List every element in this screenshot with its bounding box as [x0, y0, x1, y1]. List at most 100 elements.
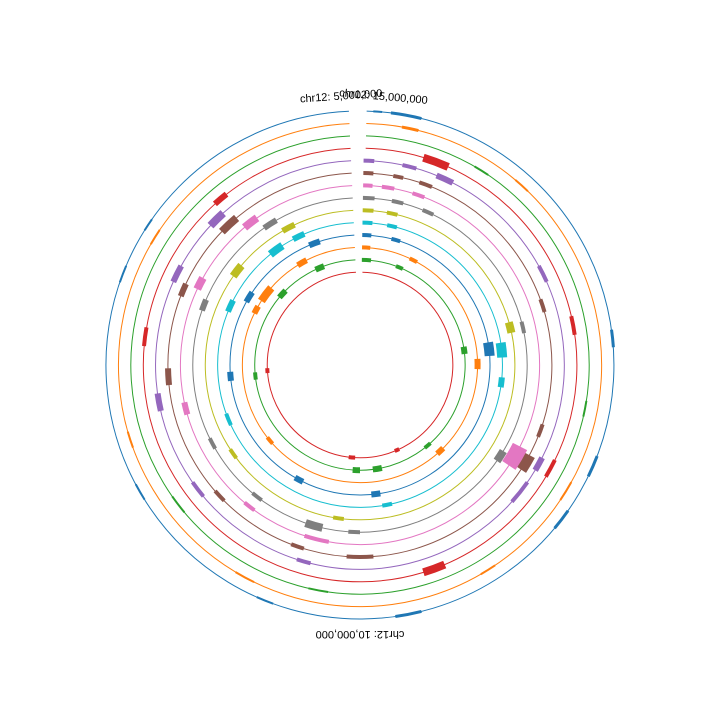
- track-1-feature-7: [256, 596, 274, 605]
- track-6-feature-6: [515, 452, 535, 473]
- track-1-feature-9: [118, 265, 128, 283]
- track-9-feature-3: [504, 321, 516, 334]
- track-1-feature-10: [143, 218, 153, 231]
- track-2-feature-5: [235, 571, 255, 584]
- track-8-feature-11: [262, 217, 278, 231]
- track-12-feature-2: [408, 256, 418, 264]
- track-8-feature-7: [304, 519, 324, 532]
- track-8-feature-10: [199, 298, 209, 312]
- track-11-feature-7: [243, 290, 255, 304]
- track-11-feature-2: [390, 236, 401, 244]
- track-3-feature-4: [171, 495, 186, 513]
- track-6-feature-8: [290, 542, 305, 551]
- track-5-feature-3: [435, 172, 455, 186]
- track-1-feature-2: [390, 111, 422, 120]
- track-3-feature-2: [582, 400, 588, 417]
- track-ring-4: [142, 147, 578, 583]
- track-5-feature-7: [296, 557, 312, 566]
- track-5-feature-2: [402, 163, 417, 171]
- track-2-feature-1: [401, 125, 419, 133]
- track-13-feature-8: [277, 288, 288, 300]
- track-5-feature-11: [207, 210, 226, 229]
- position-label-1: chr12: 5,000,000: [300, 88, 383, 106]
- track-2-feature-7: [149, 229, 161, 245]
- track-6-feature-5: [536, 423, 545, 438]
- track-ring-13: [254, 259, 466, 471]
- track-13-feature-7: [253, 372, 258, 380]
- track-ring-14: [266, 271, 454, 459]
- track-10-feature-8: [267, 242, 285, 258]
- track-8-feature-3: [421, 208, 435, 217]
- track-11-feature-5: [293, 474, 305, 485]
- track-9-feature-5: [228, 448, 238, 460]
- track-ring-5: [155, 160, 565, 570]
- track-11-feature-3: [483, 341, 495, 357]
- track-2-feature-3: [559, 481, 573, 501]
- track-12-feature-5: [265, 436, 275, 446]
- track-9-feature-4: [332, 515, 345, 521]
- track-5-feature-9: [154, 393, 164, 412]
- track-7-feature-6: [243, 501, 256, 512]
- track-4-feature-6: [212, 191, 229, 207]
- track-13-feature-1: [361, 257, 372, 263]
- track-5-feature-10: [170, 264, 184, 284]
- track-8-feature-1: [362, 195, 375, 201]
- track-4-feature-2: [569, 315, 577, 336]
- track-ring-11: [229, 234, 491, 496]
- track-7-feature-8: [193, 275, 207, 291]
- track-13-feature-5: [372, 464, 383, 473]
- track-4-feature-1: [422, 153, 450, 171]
- track-ring-7: [179, 184, 541, 546]
- track-5-feature-6: [510, 481, 530, 504]
- track-13-feature-2: [395, 264, 404, 271]
- track-7-feature-3: [411, 191, 426, 200]
- track-9-feature-1: [362, 208, 374, 213]
- track-13-feature-9: [314, 263, 326, 273]
- track-ring-3: [130, 135, 590, 595]
- track-10-feature-2: [386, 223, 398, 230]
- track-4-feature-4: [422, 560, 447, 577]
- track-8-feature-8: [251, 491, 263, 502]
- track-12-feature-4: [435, 446, 446, 457]
- track-9-feature-6: [229, 262, 245, 279]
- track-ring-12: [241, 246, 479, 484]
- track-7-feature-4: [502, 442, 528, 470]
- track-ring-8: [192, 197, 528, 533]
- track-7-feature-5: [303, 533, 330, 544]
- tracks-group: [105, 110, 615, 620]
- track-2-feature-6: [126, 431, 134, 448]
- track-8-feature-9: [207, 437, 217, 450]
- track-ring-1: [105, 110, 615, 620]
- track-13-feature-4: [423, 441, 432, 450]
- track-ring-2: [118, 122, 603, 608]
- track-8-feature-5: [493, 449, 507, 464]
- position-label-2: chr12: 15,000,000: [339, 87, 428, 107]
- track-9-feature-2: [386, 210, 398, 217]
- track-11-feature-8: [308, 238, 321, 249]
- track-5-feature-5: [532, 456, 545, 472]
- track-7-feature-2: [381, 184, 395, 191]
- track-1-feature-6: [395, 610, 422, 619]
- track-5-feature-8: [190, 481, 205, 498]
- track-11-feature-6: [227, 371, 234, 382]
- track-6-feature-12: [219, 214, 240, 235]
- track-3-feature-3: [308, 587, 329, 593]
- track-14-feature-1: [394, 447, 401, 453]
- track-1-feature-8: [134, 483, 146, 501]
- track-ring-9: [204, 209, 516, 521]
- track-8-feature-4: [519, 321, 527, 334]
- track-6-feature-10: [165, 368, 173, 386]
- track-6-feature-11: [177, 282, 189, 298]
- track-12-feature-8: [296, 257, 308, 268]
- track-10-feature-9: [291, 231, 306, 242]
- track-1-feature-4: [586, 455, 599, 478]
- track-6-feature-4: [538, 298, 547, 313]
- track-14-feature-2: [348, 455, 356, 460]
- track-7-feature-7: [181, 401, 191, 416]
- track-3-feature-1: [474, 165, 489, 176]
- track-10-feature-6: [224, 413, 233, 427]
- track-6-feature-3: [418, 180, 433, 189]
- track-2-feature-2: [514, 179, 529, 192]
- track-11-feature-4: [371, 490, 381, 498]
- track-10-feature-3: [495, 341, 508, 358]
